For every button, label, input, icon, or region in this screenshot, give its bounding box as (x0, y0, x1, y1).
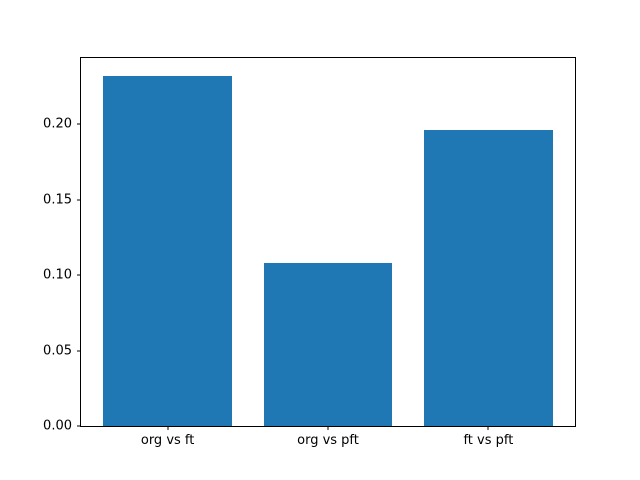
bar-ft-vs-pft (424, 130, 553, 426)
y-tick-mark (77, 425, 81, 427)
y-tick-label: 0.00 (43, 418, 72, 434)
y-tick-mark (77, 274, 81, 276)
y-tick-mark (77, 350, 81, 352)
y-tick-label: 0.15 (43, 192, 72, 208)
y-tick-label: 0.05 (43, 343, 72, 359)
bar-org-vs-ft (103, 76, 232, 426)
x-tick-mark (167, 426, 169, 430)
x-tick-mark (327, 426, 329, 430)
x-tick-label: org vs ft (140, 433, 195, 448)
y-tick-mark (77, 123, 81, 125)
plot-area: org vs ft org vs pft ft vs pft 0.00 0.05 0.10… (43, 57, 576, 447)
x-tick-mark (487, 426, 489, 430)
y-tick-label: 0.10 (43, 267, 72, 283)
x-tick-label: org vs pft (297, 433, 359, 448)
bar-org-vs-pft (263, 263, 393, 426)
y-tick-label: 0.20 (43, 116, 72, 132)
y-tick-mark (77, 199, 81, 201)
x-tick-label: ft vs pft (463, 433, 514, 448)
